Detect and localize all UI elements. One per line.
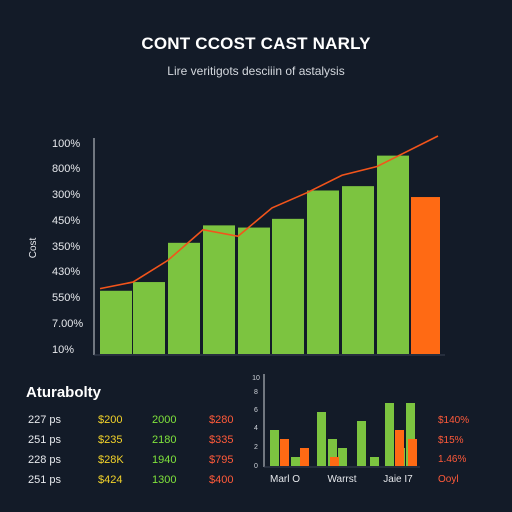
mini-bar-orange [395, 430, 404, 466]
row-value-yellow: $28K [98, 454, 124, 466]
bar-green [377, 155, 409, 354]
mini-bar-orange [280, 439, 289, 466]
bar-green [203, 225, 235, 354]
mini-bar-green [328, 439, 337, 466]
mini-y-tick-label: 2 [254, 444, 258, 451]
mini-y-tick-label: 8 [254, 389, 258, 396]
row-value-green: 2180 [152, 434, 177, 446]
mini-x-tick-label: Marl O [270, 474, 300, 485]
mini-bar-green [357, 421, 366, 466]
percent-value: 1.46% [438, 454, 467, 465]
y-tick-label: 300% [52, 189, 80, 201]
y-tick-label: 800% [52, 163, 80, 175]
row-value-red: $400 [209, 474, 234, 486]
y-tick-label: 350% [52, 241, 80, 253]
row-value-green: 1300 [152, 474, 177, 486]
row-label: 251 ps [28, 474, 62, 486]
row-label: 251 ps [28, 434, 62, 446]
row-value-yellow: $235 [98, 434, 123, 446]
row-value-red: $795 [209, 454, 234, 466]
percent-value: Ooyl [438, 474, 459, 485]
bar-green [307, 190, 339, 354]
bar-green [238, 227, 270, 354]
row-value-green: 2000 [152, 414, 177, 426]
row-value-red: $335 [209, 434, 234, 446]
chart-subtitle: Lire veritigots desciiin of astalysis [167, 64, 345, 78]
table-title: Aturabolty [26, 384, 101, 401]
row-value-green: 1940 [152, 454, 177, 466]
y-tick-label: 450% [52, 215, 80, 227]
y-tick-label: 100% [52, 138, 80, 150]
mini-y-tick-label: 10 [252, 375, 260, 382]
trend-line [99, 135, 439, 290]
y-tick-label: 550% [52, 292, 80, 304]
mini-x-tick-label: Jaie I7 [383, 474, 413, 485]
mini-bar-green [270, 430, 279, 466]
bar-green [272, 218, 304, 354]
mini-y-tick-label: 6 [254, 407, 258, 414]
mini-bar-green [370, 457, 379, 466]
mini-x-tick-label: Warrst [327, 474, 356, 485]
mini-bar-orange [330, 457, 339, 466]
y-tick-label: 10% [52, 344, 74, 356]
mini-bar-green [338, 448, 347, 466]
bar-green [168, 242, 200, 354]
bar-green [342, 186, 374, 354]
percent-value: $140% [438, 415, 470, 426]
row-label: 227 ps [28, 414, 62, 426]
row-value-yellow: $200 [98, 414, 123, 426]
percent-value: $15% [438, 435, 464, 446]
mini-bar-green [406, 403, 415, 466]
row-value-red: $280 [209, 414, 234, 426]
bar-green [133, 282, 165, 354]
y-axis-label: Cost [28, 237, 39, 258]
row-label: 228 ps [28, 454, 62, 466]
bar-green [100, 290, 132, 354]
row-value-yellow: $424 [98, 474, 123, 486]
mini-bar-green [317, 412, 326, 466]
mini-y-tick-label: 0 [254, 463, 258, 470]
y-tick-label: 430% [52, 266, 80, 278]
chart-title: CONT CCOST CAST NARLY [141, 34, 371, 53]
mini-bar-orange [300, 448, 309, 466]
mini-bar-orange [408, 439, 417, 466]
y-tick-label: 7.00% [52, 318, 83, 330]
mini-bar-green [291, 457, 300, 466]
mini-y-tick-label: 4 [254, 425, 258, 432]
bar-orange [411, 197, 440, 354]
mini-bar-green [385, 403, 394, 466]
